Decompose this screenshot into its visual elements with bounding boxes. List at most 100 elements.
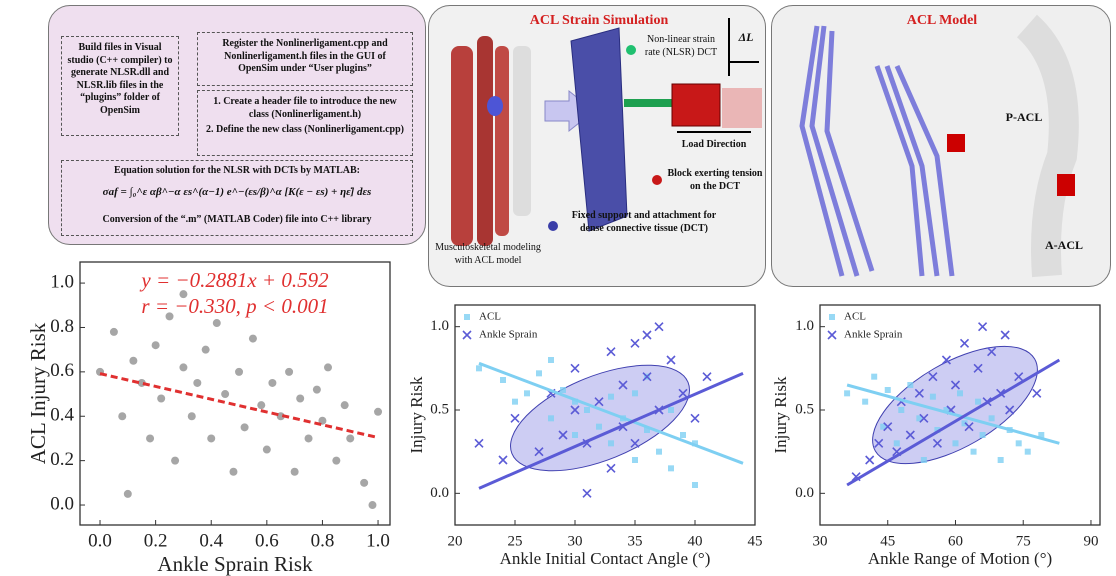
point [865,455,875,465]
y-tick-label: 0.8 [50,316,74,337]
point [862,398,869,405]
point [207,434,216,443]
point [680,432,686,438]
equation: σaf = ∫₀^ε αβ^−α εs^(α−1) e^−(εs/β)^α [K… [102,186,372,198]
point [690,413,700,423]
label: P-ACL [1005,110,1043,124]
point [129,356,138,365]
point [618,380,628,390]
point [880,423,887,430]
point [987,347,997,357]
point [346,434,355,443]
acl [1057,174,1075,196]
point [632,390,638,397]
y-tick-label: 0.0 [430,485,449,501]
point [324,363,332,372]
point [692,482,698,488]
point [702,372,712,382]
box [197,90,413,156]
point [474,438,484,448]
x-tick-label: 90 [1083,533,1098,549]
fit-line [478,371,744,490]
point [884,387,891,393]
y-axis-label: Injury Risk [771,376,790,453]
point [262,445,271,454]
point [594,397,604,407]
point [296,394,305,403]
point [510,413,520,423]
y-tick-label: 0.6 [50,360,74,381]
point [285,367,294,376]
legend-label: Ankle Sprain [479,329,538,341]
point [179,363,188,372]
muscle [477,36,493,246]
point [642,330,652,340]
y-tick-label: 0.5 [795,401,814,417]
point [1000,330,1010,340]
point [644,427,650,433]
point [898,407,905,413]
point [959,338,970,348]
y-axis-label: ACL Injury Risk [26,322,50,464]
point [874,438,884,448]
point [606,347,616,357]
x-tick-label: 1.0 [366,530,390,551]
point [630,338,640,348]
point [248,334,257,343]
y-tick-label: 0.0 [795,485,814,501]
y-tick-label: 1.0 [795,318,814,334]
point [943,407,950,413]
point [883,422,893,432]
x-tick-label: 25 [508,533,523,549]
plot-frame [79,261,391,526]
box-text: Register the Nonlinerligament.cpp and No… [222,38,388,74]
legend-label: Ankle Sprain [844,329,903,341]
point [950,380,961,390]
point [905,430,915,440]
point [157,394,166,403]
point [240,423,249,432]
label: Musculoskeletal modeling with ACL model [435,242,541,266]
point [654,322,664,332]
muscle [495,46,509,236]
x-tick-label: 0.4 [199,530,223,551]
point [668,465,674,472]
point [193,378,202,387]
point [919,413,929,423]
point [934,427,941,433]
point [171,456,180,465]
box-text: Equation solution for the NLSR with DCTs… [114,165,360,176]
label: Non-linear strain rate (NLSR) DCT [644,34,718,58]
block [671,83,721,127]
simulation-illustration [451,18,762,246]
point [109,327,118,336]
point [871,373,878,380]
x-tick-label: 30 [568,533,583,549]
fit-line [99,372,379,440]
point [229,467,238,476]
point [512,398,518,405]
point [957,390,963,397]
box-text: 1. Create a header file to introduce the… [213,96,397,120]
label: Block exerting tension on the DCT [667,168,763,192]
point [1024,448,1031,455]
model-illustration [799,14,1079,278]
point [123,489,132,498]
point [572,432,578,438]
x-tick-label: 45 [748,533,763,549]
point [558,430,568,440]
point [929,393,936,400]
point [360,478,369,487]
fit-line [478,361,744,465]
annotation: r = −0.330, p < 0.001 [141,294,328,318]
point [572,398,578,405]
point [560,387,566,393]
point [642,372,652,382]
box-text: Build files in Visual studio (C++ compil… [67,42,173,116]
bone [513,46,531,216]
point [973,363,983,373]
muscle [451,46,473,246]
dot [548,221,558,231]
label: Load Direction [681,139,747,150]
